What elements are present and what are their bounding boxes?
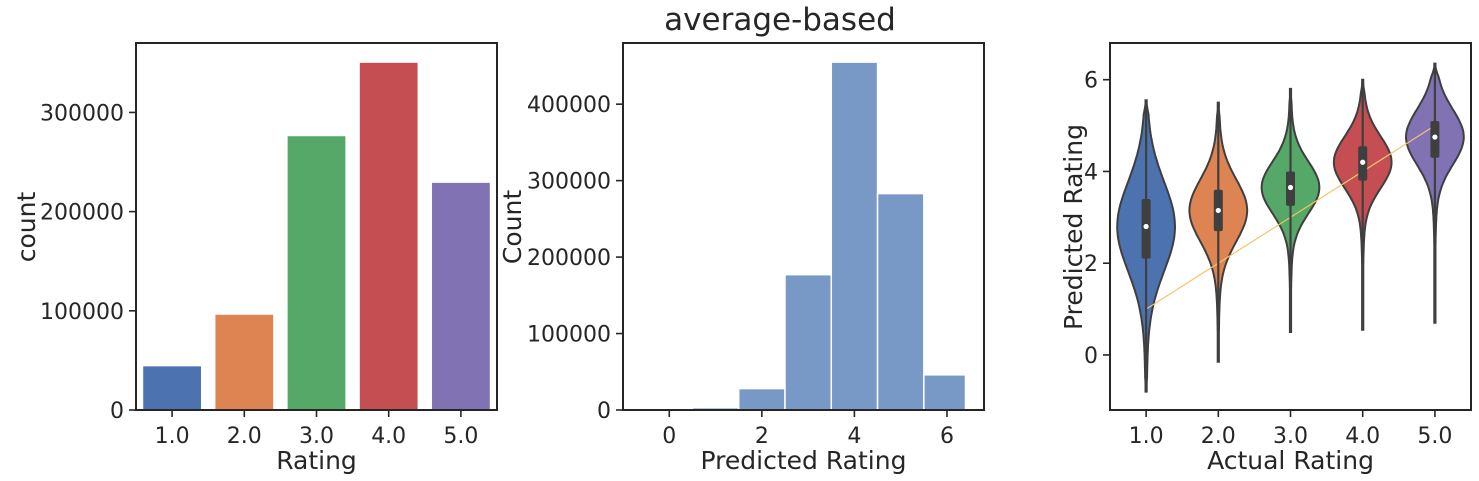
x-tick-label: 1.0 — [155, 424, 190, 449]
bar — [287, 136, 346, 410]
y-tick-label: 4 — [1084, 160, 1098, 185]
x-tick-label: 3.0 — [299, 424, 334, 449]
x-tick-label: 6 — [940, 424, 954, 449]
figure-title: average-based — [664, 2, 896, 38]
y-tick-label: 200000 — [527, 246, 611, 271]
x-tick-label: 5.0 — [443, 424, 478, 449]
x-tick-label: 3.0 — [1273, 424, 1308, 449]
y-axis-label: count — [12, 192, 41, 263]
histogram-bin — [784, 273, 833, 411]
y-tick-label: 0 — [110, 399, 124, 424]
histogram-bin — [830, 61, 879, 411]
predicted-rating-histogram: 0 2 4 6 0 100000 200000 300000 400000 Predicted … — [498, 42, 985, 475]
x-tick-label: 4.0 — [371, 424, 406, 449]
x-tick-label: 2.0 — [1201, 424, 1236, 449]
violin-median-dot — [1360, 159, 1366, 165]
x-tick-label: 2 — [755, 424, 769, 449]
y-tick-label: 100000 — [40, 300, 124, 325]
violin-median-dot — [1215, 207, 1221, 214]
y-tick-label: 200000 — [40, 201, 124, 226]
y-tick-label: 100000 — [527, 323, 611, 348]
y-tick-label: 2 — [1084, 252, 1098, 277]
bar — [432, 182, 490, 410]
violin-median-dot — [1432, 134, 1438, 140]
histogram-bin — [923, 374, 967, 411]
y-tick-label: 400000 — [527, 93, 611, 118]
y-tick-label: 6 — [1084, 69, 1098, 94]
x-tick-label: 5.0 — [1417, 424, 1452, 449]
x-tick-label: 0 — [662, 424, 676, 449]
y-tick-label: 0 — [1084, 344, 1098, 369]
x-axis-label: Predicted Rating — [701, 446, 907, 475]
rating-count-bar-chart: 1.0 2.0 3.0 4.0 5.0 0 100000 200000 300000 Ratin… — [12, 42, 498, 475]
x-axis-label: Rating — [276, 446, 357, 475]
x-tick-label: 4 — [847, 424, 861, 449]
histogram-bin — [737, 387, 786, 411]
x-tick-label: 2.0 — [227, 424, 262, 449]
bar — [215, 314, 274, 410]
violin-median-dot — [1143, 223, 1149, 230]
bar — [143, 366, 201, 410]
y-tick-label: 0 — [597, 399, 611, 424]
histogram-bin — [876, 192, 925, 411]
plot-frame — [622, 42, 985, 411]
x-axis-label: Actual Rating — [1207, 446, 1374, 475]
y-axis-label: Predicted Rating — [1059, 124, 1088, 330]
y-axis-label: Count — [498, 190, 527, 264]
bar — [359, 62, 418, 411]
actual-vs-predicted-violin-plot: 1.0 2.0 3.0 4.0 5.0 0 2 4 6 Actual Rating Predic… — [1059, 42, 1472, 475]
x-tick-label: 4.0 — [1345, 424, 1380, 449]
x-tick-label: 1.0 — [1129, 424, 1164, 449]
y-tick-label: 300000 — [40, 101, 124, 126]
y-tick-label: 300000 — [527, 170, 611, 195]
violin-median-dot — [1287, 184, 1294, 191]
